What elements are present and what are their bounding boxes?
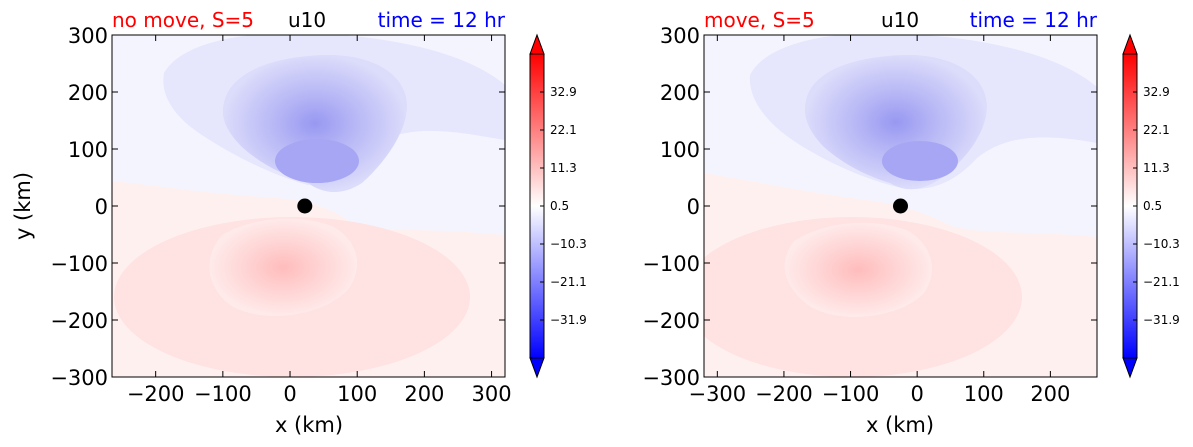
y-tick-label: 300	[68, 24, 108, 48]
y-tick-label: 300	[660, 24, 700, 48]
x-axis-label-left: x (km)	[275, 413, 343, 437]
y-tick-label: 200	[660, 81, 700, 105]
y-tick-label: −100	[50, 252, 108, 276]
colorbar-tick-label: 11.3	[550, 161, 577, 175]
x-tick-label: −300	[688, 382, 746, 406]
x-tick-label: −200	[127, 382, 185, 406]
x-tick-label: 200	[1030, 382, 1070, 406]
colorbar-extend-min	[1122, 357, 1138, 379]
colorbar-tick-label: −31.9	[550, 313, 587, 327]
x-tick-label: 100	[964, 382, 1004, 406]
colorbar-left: 32.9 22.1 11.3 0.5 −10.3 −21.1 −31.9	[529, 33, 587, 379]
colorbar-tick-label: 0.5	[550, 199, 569, 213]
colorbar-tick-label: −21.1	[1143, 275, 1180, 289]
title-left-time: time = 12 hr	[378, 8, 506, 32]
colorbar-tick-label: −10.3	[550, 237, 587, 251]
y-tick-label: −300	[50, 366, 108, 390]
axes-ticks-left: −200 −100 0 100 200 300 −300 −200 −100 0 100 200 300	[50, 24, 511, 406]
x-tick-label: 0	[910, 382, 923, 406]
x-tick-label: −100	[822, 382, 880, 406]
plot-area-right	[704, 35, 1097, 377]
x-tick-label: 100	[337, 382, 377, 406]
title-right-variable: u10	[881, 8, 919, 32]
colorbar-tick-label: −21.1	[550, 275, 587, 289]
field-negative-core	[882, 141, 958, 181]
y-axis-label: y (km)	[11, 172, 35, 240]
y-tick-label: 0	[687, 195, 700, 219]
field-positive-core	[784, 222, 932, 317]
y-tick-label: −200	[50, 309, 108, 333]
colorbar-tick-label: 0.5	[1143, 199, 1162, 213]
vortex-center-marker	[297, 198, 313, 214]
field-negative-core	[275, 139, 359, 183]
title-left-condition: no move, S=5	[112, 8, 254, 32]
y-tick-label: 0	[95, 195, 108, 219]
x-tick-label: 0	[283, 382, 296, 406]
x-tick-label: −200	[755, 382, 813, 406]
y-tick-label: −200	[642, 309, 700, 333]
colorbar-tick-label: 22.1	[1143, 123, 1170, 137]
x-tick-label: 200	[404, 382, 444, 406]
colorbar-extend-max	[1122, 33, 1138, 55]
colorbar-tick-label: 11.3	[1143, 161, 1170, 175]
x-tick-label: −100	[194, 382, 252, 406]
y-tick-label: 100	[68, 138, 108, 162]
plot-area-left	[112, 35, 505, 377]
panel-left: no move, S=5 u10 time = 12 hr −200 −100 0 1…	[11, 8, 587, 437]
colorbar-tick-label: 32.9	[550, 85, 577, 99]
y-tick-label: 200	[68, 81, 108, 105]
colorbar-extend-min	[529, 357, 545, 379]
colorbar-tick-label: 32.9	[1143, 85, 1170, 99]
panel-right: move, S=5 u10 time = 12 hr −300 −200 −100 0…	[642, 8, 1179, 437]
colorbar-tick-label: −10.3	[1143, 237, 1180, 251]
x-axis-label-right: x (km)	[866, 413, 934, 437]
colorbar-right: 32.9 22.1 11.3 0.5 −10.3 −21.1 −31.9	[1122, 33, 1180, 379]
field-positive-core	[209, 218, 358, 317]
colorbar-ticks: 32.9 22.1 11.3 0.5 −10.3 −21.1 −31.9	[540, 85, 587, 327]
y-tick-label: 100	[660, 138, 700, 162]
colorbar-extend-max	[529, 33, 545, 55]
field-negative-region	[222, 55, 407, 193]
colorbar-tick-label: 22.1	[550, 123, 577, 137]
title-right-condition: move, S=5	[704, 8, 815, 32]
axes-ticks-right: −300 −200 −100 0 100 200 −300 −200 −100 0 100 200 30…	[642, 24, 1097, 406]
colorbar-ticks: 32.9 22.1 11.3 0.5 −10.3 −21.1 −31.9	[1133, 85, 1180, 327]
vortex-center-marker	[893, 198, 908, 214]
title-left-variable: u10	[288, 8, 326, 32]
colorbar-tick-label: −31.9	[1143, 313, 1180, 327]
y-tick-label: −100	[642, 252, 700, 276]
x-tick-label: 300	[472, 382, 512, 406]
y-tick-label: −300	[642, 366, 700, 390]
title-right-time: time = 12 hr	[970, 8, 1098, 32]
